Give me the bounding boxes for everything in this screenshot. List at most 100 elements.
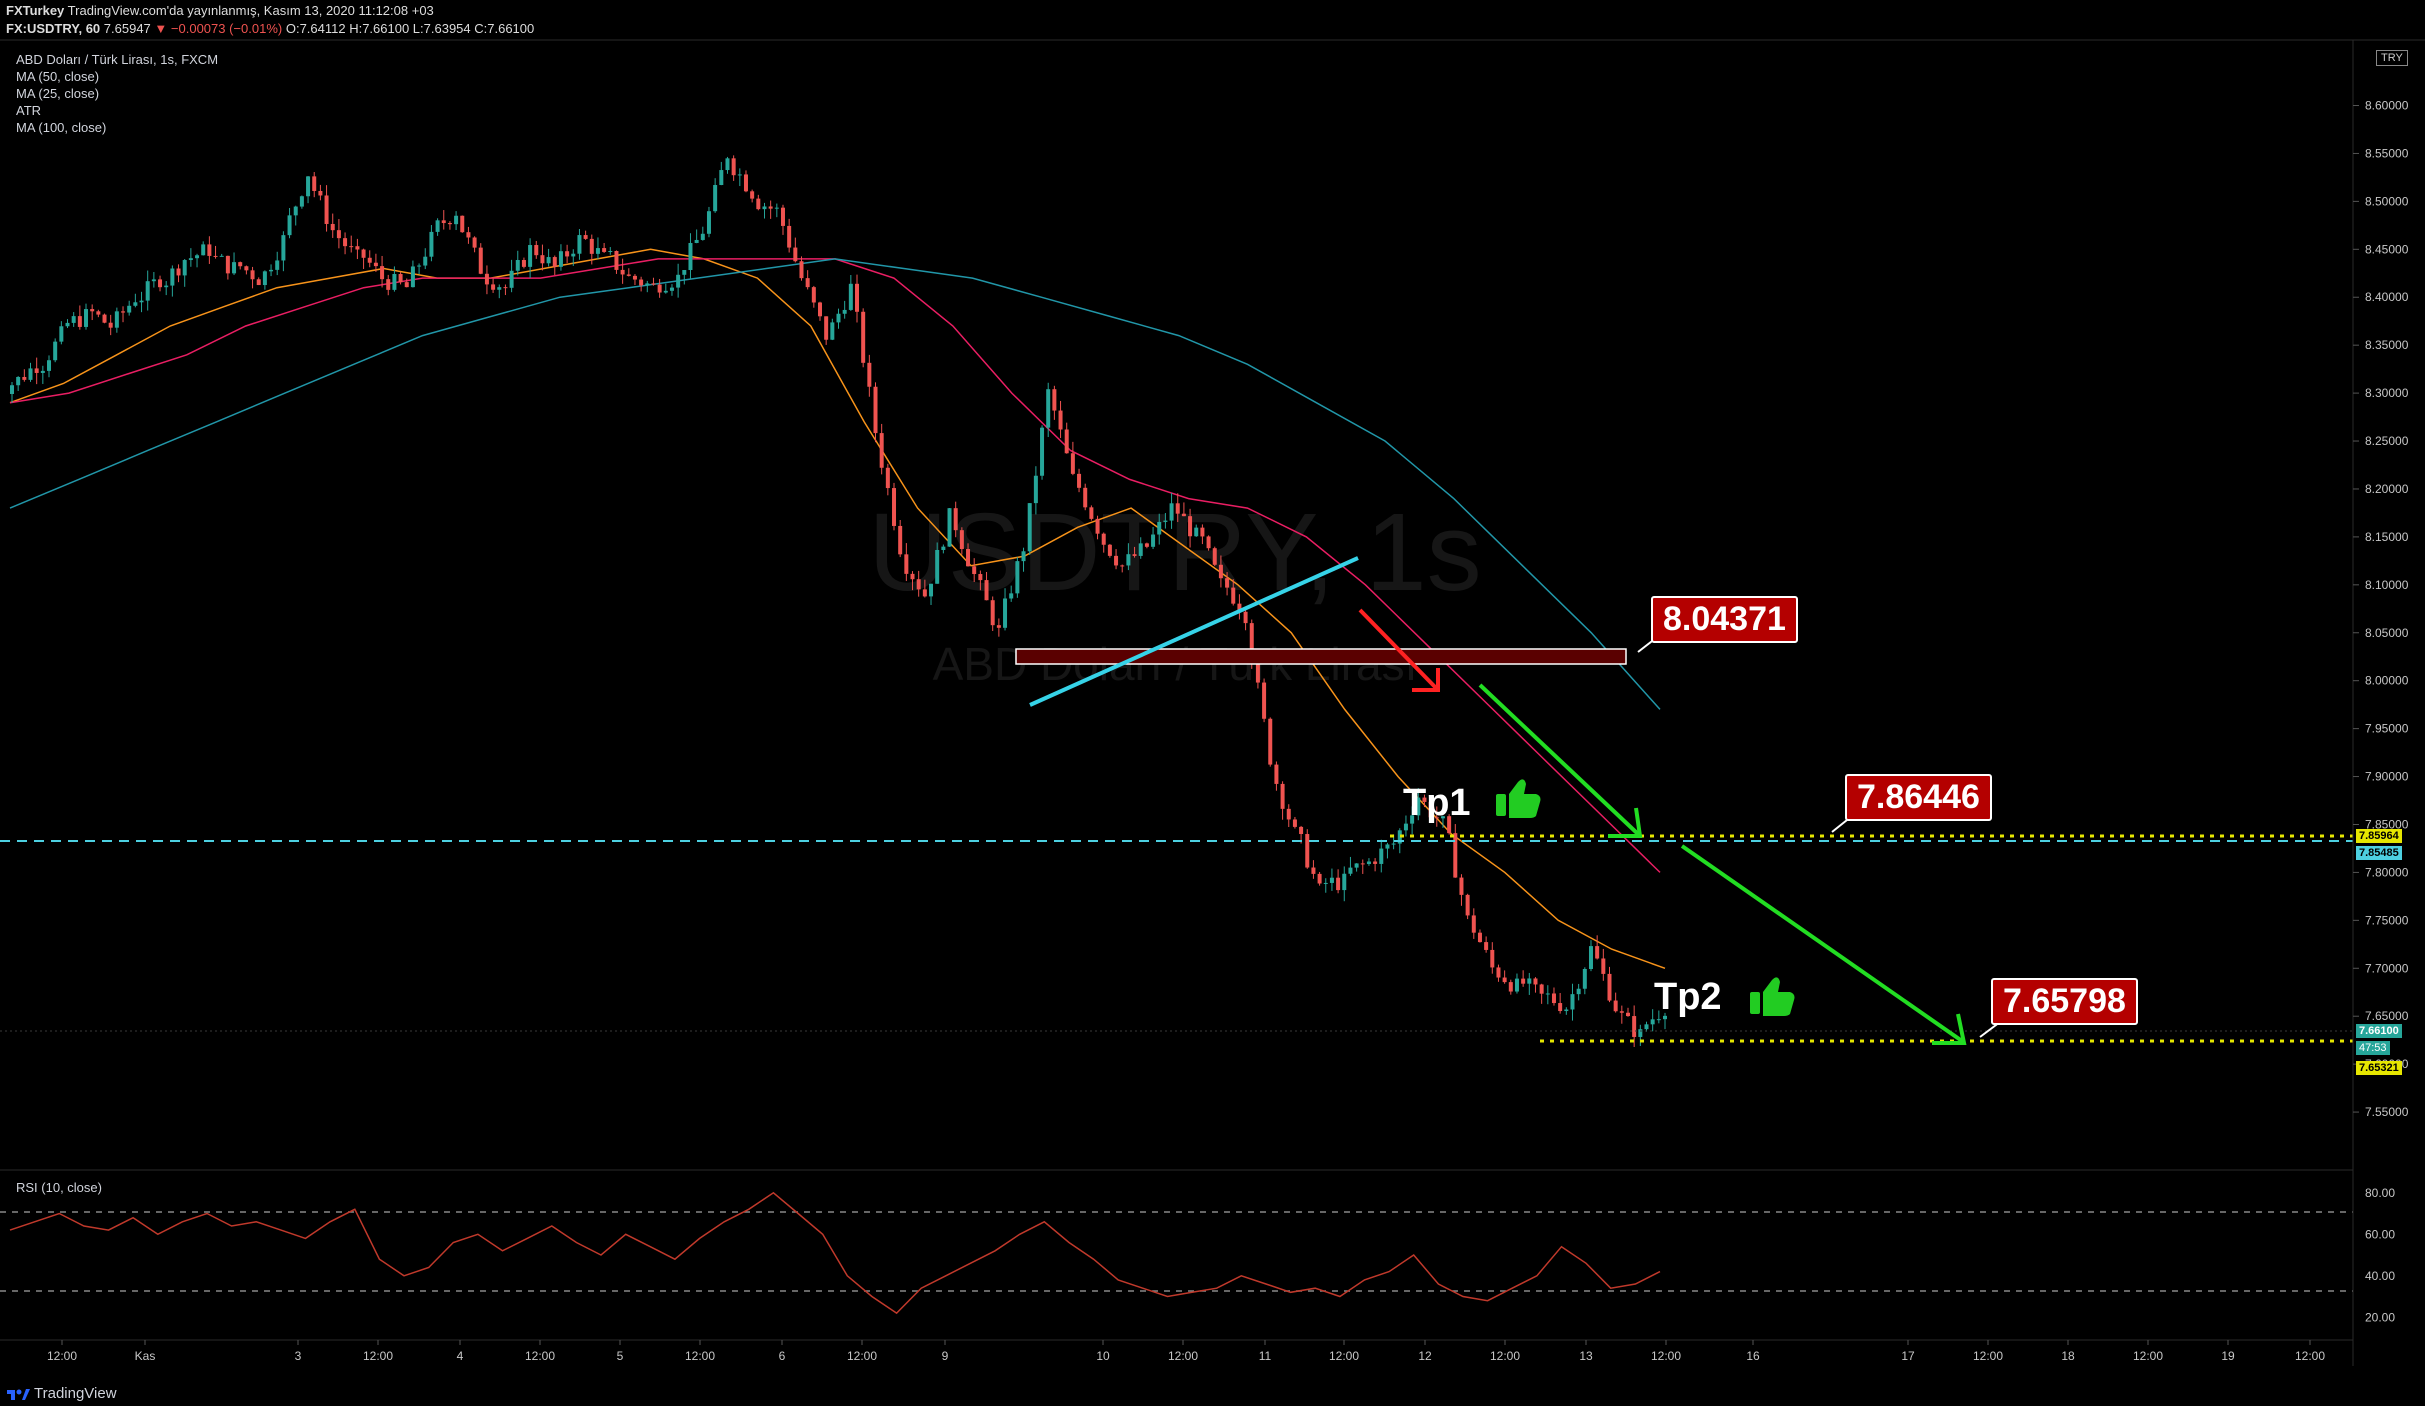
thumbs-up-icon (1750, 977, 1795, 1016)
candle-body (1477, 932, 1482, 943)
candle-body (1052, 389, 1057, 411)
currency-badge[interactable]: TRY (2376, 50, 2408, 66)
candle-body (1410, 815, 1415, 824)
candle-body (1311, 867, 1316, 874)
price-tick-label: 8.15000 (2365, 530, 2409, 544)
rsi-legend[interactable]: RSI (10, close) (16, 1180, 102, 1195)
candle-body (1009, 593, 1014, 599)
candle-body (1095, 518, 1100, 534)
candle-body (16, 376, 21, 386)
legend-indicator[interactable]: MA (25, close) (16, 86, 100, 101)
rsi-axis[interactable]: 80.00 60.00 40.00 20.00 (2365, 1186, 2395, 1325)
candle-body (898, 525, 903, 555)
time-tick-label: 16 (1746, 1349, 1760, 1363)
candle-body (145, 281, 150, 301)
level-callout-1[interactable]: 8.04371 (1651, 596, 1798, 643)
candle-body (824, 316, 829, 340)
candle-body (830, 322, 835, 340)
candle-body (423, 256, 428, 266)
candle-body (1138, 543, 1143, 556)
rsi-line (9, 1191, 1661, 1315)
price-tick-label: 8.55000 (2365, 146, 2409, 160)
candle-body (1545, 993, 1550, 995)
candle-body (90, 309, 95, 312)
legend-indicator[interactable]: MA (50, close) (16, 69, 100, 84)
legend-indicator[interactable]: ATR (16, 103, 42, 118)
chart-legend-title[interactable]: ABD Doları / Türk Lirası, 1s, FXCM (16, 52, 219, 67)
candle-body (1385, 844, 1390, 849)
candle-body (1490, 949, 1495, 968)
candle-body (1447, 816, 1452, 834)
candle-body (1280, 783, 1285, 809)
candle-body (1175, 503, 1180, 514)
resistance-zone[interactable] (1015, 648, 1627, 665)
candle-body (521, 260, 526, 267)
tradingview-logo[interactable]: TradingView (6, 1385, 117, 1402)
last-price: 7.65947 (103, 21, 151, 36)
candle-body (1607, 973, 1612, 1001)
candle-body (1107, 544, 1112, 556)
candle-body (1064, 429, 1069, 454)
time-tick-label: 12:00 (1973, 1349, 2003, 1363)
candle-body (127, 305, 132, 313)
candle-body (1379, 848, 1384, 864)
candle-body (114, 311, 119, 328)
red-arrow[interactable] (1358, 608, 1440, 692)
candle-body (1354, 863, 1359, 868)
candle-body (1465, 894, 1470, 916)
price-tick-label: 7.95000 (2365, 722, 2409, 736)
tp1-label[interactable]: Tp1 (1403, 782, 1471, 824)
tp2-label[interactable]: Tp2 (1654, 976, 1722, 1018)
publisher-name[interactable]: FXTurkey (6, 3, 65, 18)
time-tick-label: 12:00 (1651, 1349, 1681, 1363)
time-tick-label: 12:00 (1168, 1349, 1198, 1363)
candle-body (484, 273, 489, 285)
candle-body (225, 255, 230, 274)
time-tick-label: 5 (617, 1349, 624, 1363)
candle-body (725, 158, 730, 171)
price-change: −0.00073 (−0.01%) (170, 21, 283, 36)
green-arrow-1[interactable] (1478, 683, 1643, 838)
candle-body (595, 248, 600, 254)
candle-body (620, 269, 625, 275)
candle-body (941, 546, 946, 550)
price-tick-label: 7.85000 (2365, 817, 2409, 831)
candle-body (565, 251, 570, 257)
candle-body (1188, 516, 1193, 537)
time-tick-label: 9 (942, 1349, 949, 1363)
price-axis[interactable]: 8.60000 8.55000 8.50000 8.45000 8.40000 8.350… (2353, 99, 2409, 1120)
candle-body (774, 207, 779, 209)
candle-body (1422, 797, 1427, 802)
candle-body (1348, 867, 1353, 874)
candle-body (262, 271, 267, 286)
candle-body (232, 262, 237, 274)
candle-body (1434, 817, 1439, 819)
candle-body (1077, 473, 1082, 488)
candle-body (836, 313, 841, 323)
level-callout-3[interactable]: 7.65798 (1991, 978, 2138, 1025)
candle-body (34, 368, 39, 373)
ma-line (9, 258, 1661, 710)
candle-body (238, 262, 243, 267)
candle-body (1539, 984, 1544, 994)
brand-name: TradingView (34, 1385, 117, 1402)
candle-body (1101, 533, 1106, 545)
time-tick-label: 12:00 (685, 1349, 715, 1363)
candle-body (1397, 830, 1402, 844)
symbol-label[interactable]: FX:USDTRY, 60 (6, 21, 101, 36)
trendline[interactable] (1029, 556, 1359, 707)
level-callout-2[interactable]: 7.86446 (1845, 774, 1992, 821)
candle-body (558, 251, 563, 267)
legend-indicator[interactable]: MA (100, close) (16, 120, 107, 135)
candle-body (133, 302, 138, 306)
green-arrow-2[interactable] (1680, 844, 1967, 1045)
candle-body (1317, 873, 1322, 884)
candle-body (96, 311, 101, 315)
time-axis[interactable]: 12:00 Kas 3 12:00 4 12:00 5 12:00 6 12:00 9 10 12:00… (47, 1340, 2325, 1363)
candle-body (1231, 587, 1236, 604)
candle-body (1305, 834, 1310, 868)
candle-body (1360, 863, 1365, 865)
time-tick-label: 13 (1579, 1349, 1593, 1363)
candle-body (1336, 877, 1341, 891)
